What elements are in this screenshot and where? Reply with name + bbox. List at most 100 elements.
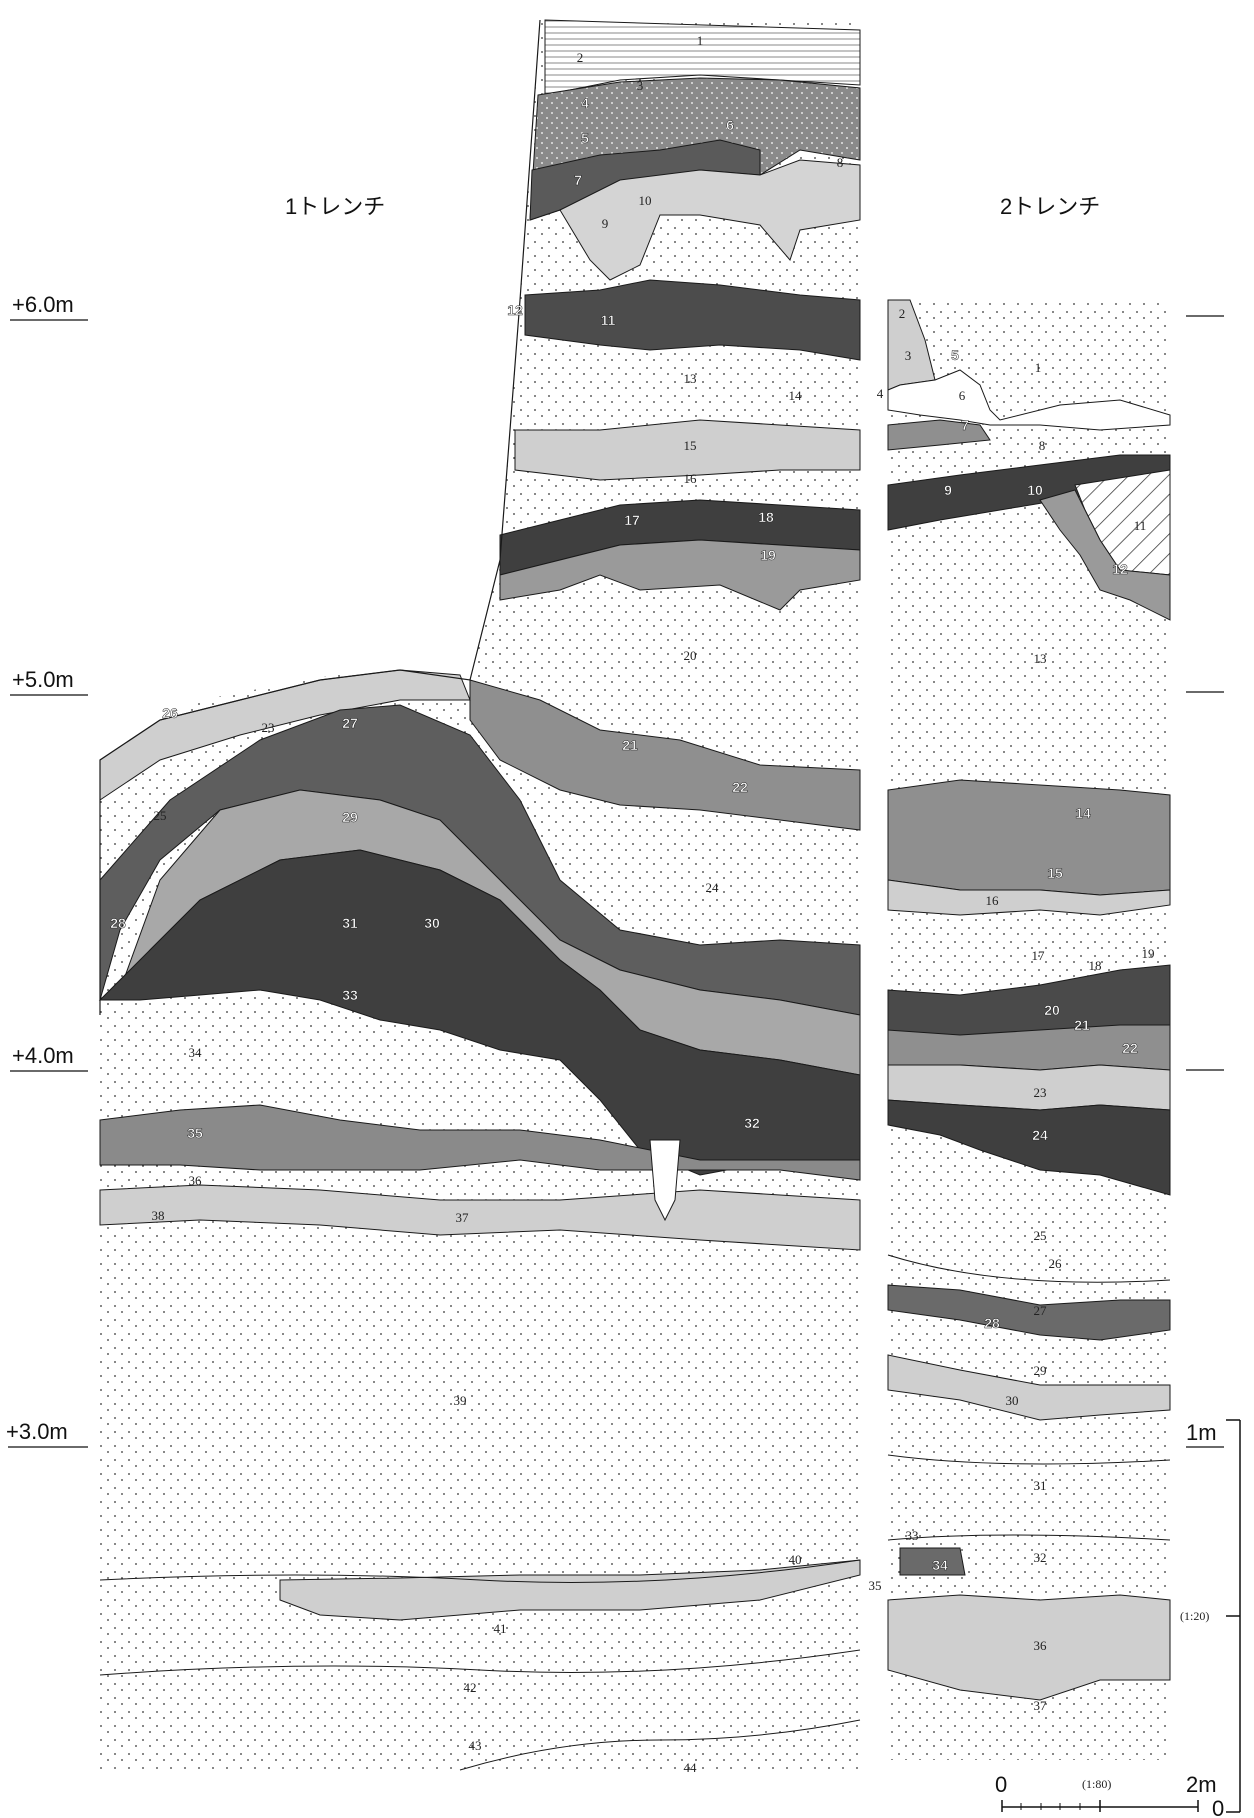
- t2-boundary-26-27: [887, 1254, 1171, 1283]
- vertical-scale: 1m (1:20) 0: [1180, 1419, 1241, 1818]
- vscale-bottom-label: 0: [1212, 1796, 1224, 1818]
- trench-1-layer-label-10: 10: [639, 193, 652, 208]
- trench-2-layer-label-19: 19: [1142, 946, 1155, 961]
- trench-1-layer-label-15: 15: [684, 438, 697, 453]
- trench-2-layer-label-25: 25: [1034, 1228, 1047, 1243]
- trench-1-layer-label-41: 41: [494, 1621, 507, 1636]
- hscale-end-label: 2m: [1186, 1772, 1217, 1797]
- trench-1-layer-label-38: 38: [152, 1208, 165, 1223]
- trench-2-layer-label-16: 16: [986, 893, 1000, 908]
- elevation-6m: +6.0m: [12, 292, 74, 317]
- trench-1-layer-label-9: 9: [602, 216, 609, 231]
- trench-2-layer-label-21: 21: [1074, 1017, 1090, 1033]
- t2-boundary-33: [887, 1534, 1171, 1541]
- trench-1-layer-label-40: 40: [789, 1552, 802, 1567]
- trench-1-layer-label-35: 35: [187, 1125, 203, 1141]
- trench-1-layer-label-29: 29: [342, 809, 358, 825]
- trench-1-layer-label-20: 20: [684, 648, 697, 663]
- trench-2-layer-label-5: 5: [951, 347, 959, 363]
- trench-2-layer-label-27: 27: [1034, 1303, 1048, 1318]
- trench-1-layer-label-32: 32: [744, 1115, 760, 1131]
- trench-1-layer-label-16: 16: [684, 471, 698, 486]
- trench-1-layer-label-33: 33: [342, 987, 358, 1003]
- trench-1-layer-label-26: 26: [162, 705, 178, 721]
- trench-1-layer-label-22: 22: [732, 779, 748, 795]
- trench-1-layer-label-6: 6: [726, 117, 734, 133]
- t2-layer-34: [899, 1547, 966, 1576]
- trench-1-layer-label-14: 14: [789, 388, 803, 403]
- trench-1-layer-label-27: 27: [342, 715, 358, 731]
- trench-2-layer-label-11: 11: [1134, 518, 1147, 533]
- t1-boundary-43: [99, 1649, 861, 1676]
- trench-2-layer-label-33: 33: [906, 1528, 919, 1543]
- trench-1-layer-label-39: 39: [454, 1393, 467, 1408]
- trench-2-layer-label-35: 35: [869, 1578, 882, 1593]
- trench-2-layer-label-10: 10: [1027, 482, 1043, 498]
- trench-2-layer-label-36: 36: [1034, 1638, 1048, 1653]
- trench-2-layer-label-6: 6: [959, 388, 966, 403]
- t2-layer-16: [887, 879, 1171, 916]
- trench-1-layer-label-42: 42: [464, 1680, 477, 1695]
- trench-2-layer-label-22: 22: [1122, 1040, 1138, 1056]
- trench-2-layer-label-28: 28: [984, 1315, 1000, 1331]
- t1-layer-15: [514, 419, 861, 481]
- elevation-4m: +4.0m: [12, 1043, 74, 1068]
- trench-2-layer-label-23: 23: [1034, 1085, 1047, 1100]
- trench-1-layer-label-34: 34: [189, 1045, 203, 1060]
- trench-2-layer-label-15: 15: [1047, 865, 1063, 881]
- trench-2-layer-label-4: 4: [877, 386, 884, 401]
- trench-1-layer-label-18: 18: [758, 509, 774, 525]
- t2-boundary-31: [887, 1454, 1171, 1465]
- elevation-3m: +3.0m: [6, 1419, 68, 1444]
- trench-1-layer-label-12: 12: [507, 302, 523, 318]
- trench-1-layer-label-31: 31: [342, 915, 358, 931]
- elevation-5m: +5.0m: [12, 667, 74, 692]
- elevation-markers: +6.0m +5.0m +4.0m +3.0m: [6, 292, 1224, 1448]
- trench-1-layer-label-4: 4: [581, 95, 589, 111]
- trench-1-layer-label-23: 23: [262, 720, 275, 735]
- t2-layer-24: [887, 1099, 1171, 1196]
- trench-1-layer-label-2: 2: [577, 50, 584, 65]
- t1-layer-41: [279, 1559, 861, 1621]
- trench-2-layer-label-34: 34: [932, 1557, 948, 1573]
- trench-2-layer-label-2: 2: [899, 306, 906, 321]
- trench-1-layer-label-11: 11: [601, 312, 616, 328]
- trench-1-layer-label-37: 37: [456, 1210, 470, 1225]
- t2-layer-28: [887, 1284, 1171, 1341]
- t2-layer-30: [887, 1354, 1171, 1421]
- trench-1-layer-label-28: 28: [110, 915, 126, 931]
- t2-layer-7: [887, 419, 991, 451]
- trench-1-layer-label-21: 21: [622, 737, 638, 753]
- trench-2-layer-label-32: 32: [1034, 1550, 1047, 1565]
- trench-1-layer-label-24: 24: [706, 880, 720, 895]
- trench-1-layer-label-5: 5: [581, 130, 589, 146]
- trench-2-layer-label-24: 24: [1032, 1127, 1048, 1143]
- trench-2-layer-label-9: 9: [944, 482, 952, 498]
- trench-1-layer-label-7: 7: [574, 172, 582, 188]
- t1-boundary-42: [99, 1559, 861, 1583]
- trench-1-layer-label-30: 30: [424, 915, 440, 931]
- trench-2-layer-label-12: 12: [1112, 561, 1128, 577]
- t1-layer-19: [499, 539, 861, 611]
- t2-layer-14-15: [887, 779, 1171, 896]
- trench-1-layer-label-43: 43: [469, 1738, 482, 1753]
- horizontal-scale: 0 (1:80) 2m: [995, 1772, 1217, 1812]
- trench-2-layer-label-18: 18: [1089, 958, 1102, 973]
- t2-layer-1: [887, 369, 1171, 431]
- t1-layer-21-22: [469, 679, 861, 831]
- trench-2-layer-label-31: 31: [1034, 1478, 1047, 1493]
- trench-1-layer-label-1: 1: [697, 33, 704, 48]
- t1-layer-9: [559, 159, 861, 281]
- hscale-zero-label: 0: [995, 1772, 1007, 1797]
- trench-2-layer-label-17: 17: [1032, 948, 1046, 963]
- trench-2-layer-label-7: 7: [961, 417, 969, 433]
- vscale-mid-label: (1:20): [1180, 1609, 1209, 1623]
- trench-2-layer-label-37: 37: [1034, 1698, 1048, 1713]
- trench-1-layer-label-13: 13: [684, 371, 697, 386]
- t1-outline: [99, 19, 541, 1015]
- trench-2-layer-label-1: 1: [1035, 360, 1042, 375]
- trench-2-layer-label-20: 20: [1044, 1002, 1060, 1018]
